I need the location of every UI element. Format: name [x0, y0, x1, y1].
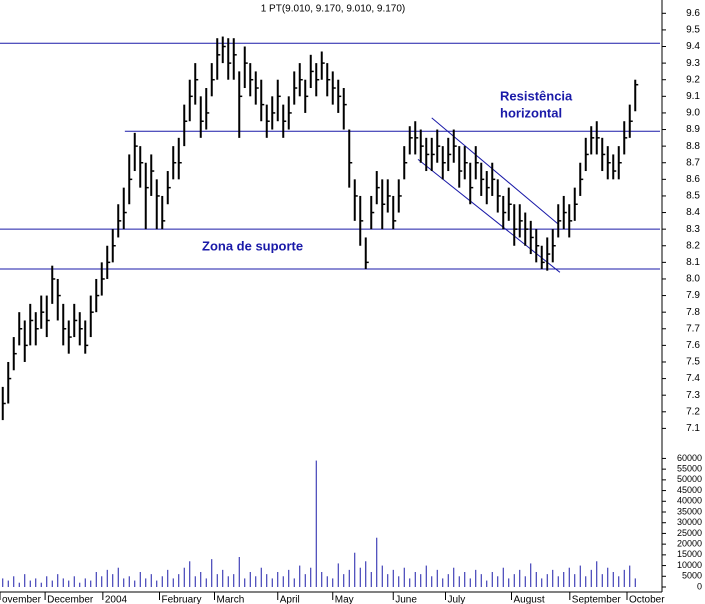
y-tick-label: 9.4 — [686, 41, 700, 52]
x-tick-label: August — [514, 595, 545, 604]
volume-tick-label: 10000 — [677, 560, 702, 570]
volume-tick-label: 0 — [697, 581, 702, 591]
y-tick-label: 7.8 — [686, 307, 700, 318]
y-tick-label: 8.7 — [686, 157, 700, 168]
x-tick-label: 2004 — [105, 595, 128, 604]
y-tick-label: 9.2 — [686, 74, 700, 85]
y-tick-label: 7.1 — [686, 423, 700, 434]
x-tick-label: March — [217, 595, 245, 604]
chart-title: 1 PT(9.010, 9.170, 9.010, 9.170) — [261, 4, 406, 15]
annotation: Zona de suporte — [202, 238, 303, 253]
volume-tick-label: 35000 — [677, 506, 702, 516]
y-tick-label: 9.5 — [686, 25, 700, 36]
y-tick-label: 8.2 — [686, 240, 700, 251]
x-tick-label: June — [395, 595, 417, 604]
x-tick-label: April — [280, 595, 300, 604]
y-tick-label: 8.3 — [686, 224, 700, 235]
trend-line — [431, 117, 559, 225]
y-tick-label: 7.5 — [686, 357, 700, 368]
volume-tick-label: 30000 — [677, 517, 702, 527]
y-tick-label: 9.1 — [686, 91, 700, 102]
volume-tick-label: 45000 — [677, 485, 702, 495]
x-tick-label: October — [629, 595, 665, 604]
annotation: Resistência — [500, 88, 573, 103]
y-tick-label: 8.8 — [686, 141, 700, 152]
volume-tick-label: 15000 — [677, 549, 702, 559]
volume-tick-label: 5000 — [682, 571, 702, 581]
y-tick-label: 9.6 — [686, 8, 700, 19]
x-tick-label: July — [448, 595, 466, 604]
annotation: horizontal — [500, 105, 562, 120]
y-tick-label: 8.9 — [686, 124, 700, 135]
volume-tick-label: 55000 — [677, 464, 702, 474]
volume-tick-label: 40000 — [677, 496, 702, 506]
y-tick-label: 8.5 — [686, 191, 700, 202]
y-tick-label: 7.6 — [686, 340, 700, 351]
y-tick-label: 7.3 — [686, 390, 700, 401]
y-tick-label: 8.0 — [686, 274, 700, 285]
x-tick-label: December — [47, 595, 94, 604]
x-tick-label: February — [162, 595, 202, 604]
y-tick-label: 8.4 — [686, 207, 700, 218]
y-tick-label: 8.1 — [686, 257, 700, 268]
trend-line — [417, 159, 561, 273]
volume-tick-label: 50000 — [677, 474, 702, 484]
x-tick-label: May — [335, 595, 354, 604]
volume-tick-label: 60000 — [677, 453, 702, 463]
y-tick-label: 9.0 — [686, 108, 700, 119]
y-tick-label: 8.6 — [686, 174, 700, 185]
volume-tick-label: 25000 — [677, 528, 702, 538]
y-tick-label: 7.7 — [686, 323, 700, 334]
y-tick-label: 9.3 — [686, 58, 700, 69]
y-tick-label: 7.9 — [686, 290, 700, 301]
y-tick-label: 7.4 — [686, 373, 700, 384]
volume-tick-label: 20000 — [677, 539, 702, 549]
x-tick-label: ovember — [2, 595, 42, 604]
x-tick-label: September — [572, 595, 622, 604]
y-tick-label: 7.2 — [686, 406, 700, 417]
